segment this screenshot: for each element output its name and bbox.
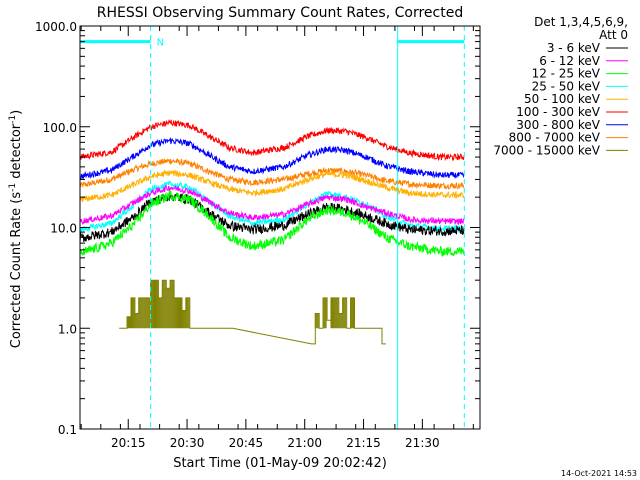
series-50-100-kev (79, 169, 465, 203)
y-tick-label: 1000.0 (35, 20, 77, 34)
y-tick-label: 100.0 (43, 121, 77, 135)
legend-label: 12 - 25 keV (532, 67, 601, 81)
legend-label: 300 - 800 keV (516, 118, 600, 132)
legend-label: 7000 - 15000 keV (493, 143, 600, 157)
legend-label: 3 - 6 keV (547, 41, 601, 55)
cyan-interval-bar (80, 40, 151, 44)
x-tick-label: 20:15 (111, 436, 146, 450)
cyan-interval-bar (397, 40, 465, 44)
legend-header-line1: Det 1,3,4,5,6,9, (534, 15, 628, 29)
y-axis-label-sup1: -1 (8, 183, 18, 192)
y-axis-label-main: Corrected Count Rate (s (9, 192, 24, 349)
y-tick-label: 0.1 (58, 423, 77, 437)
legend-label: 50 - 100 keV (524, 92, 601, 106)
series-layer (79, 119, 465, 345)
y-axis-label-mid: detector (9, 123, 24, 183)
legend-label: 25 - 50 keV (532, 79, 601, 93)
footer-timestamp: 14-Oct-2021 14:53 (561, 469, 637, 478)
marker-label: N (157, 38, 164, 49)
y-axis-label: Corrected Count Rate (s-1 detector-1) (8, 110, 24, 348)
x-tick-label: 21:00 (287, 436, 322, 450)
series-12-25-kev (79, 190, 465, 258)
series-6-12-kev (79, 183, 465, 226)
y-tick-label: 1.0 (58, 322, 77, 336)
x-axis-label: Start Time (01-May-09 20:02:42) (173, 456, 387, 471)
series-300-800-kev (79, 137, 465, 180)
series-7000-15000-kev (119, 279, 386, 345)
series-100-300-kev (79, 119, 465, 162)
x-tick-label: 20:45 (229, 436, 264, 450)
y-axis-label-sup2: -1 (8, 115, 18, 124)
x-tick-label: 20:30 (170, 436, 205, 450)
x-tick-label: 21:15 (346, 436, 381, 450)
legend-label: 100 - 300 keV (516, 105, 600, 119)
y-tick-label: 10.0 (50, 222, 77, 236)
y-axis-label-end: ) (9, 110, 24, 115)
legend-header-line2: Att 0 (599, 28, 628, 42)
chart-title: RHESSI Observing Summary Count Rates, Co… (97, 5, 463, 21)
legend-label: 6 - 12 keV (539, 54, 601, 68)
series-800-7000-kev (79, 158, 465, 190)
x-tick-label: 21:30 (405, 436, 440, 450)
legend-label: 800 - 7000 keV (509, 131, 601, 145)
axis-layer: 1000.0 100.0 10.0 1.0 0.1 20:15 20:30 20:45 21:0… (35, 20, 480, 450)
